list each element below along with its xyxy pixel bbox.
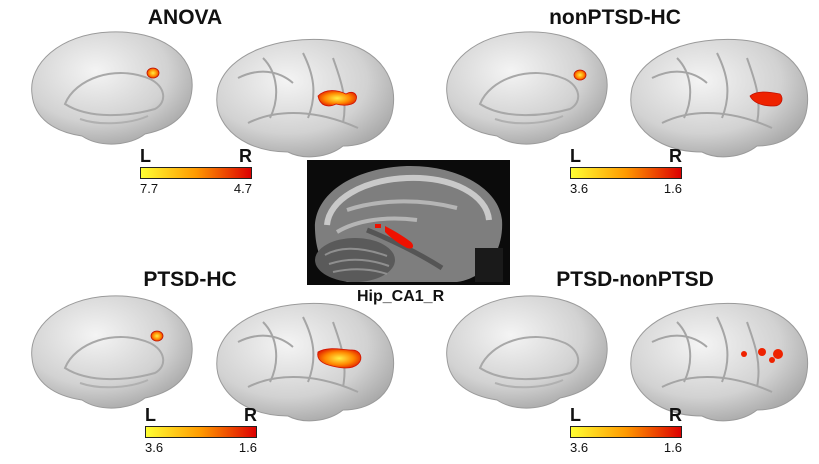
right-hemisphere-label: R [669,146,682,166]
colorbar-min-label: 7.7 [140,181,159,196]
colorbar-max-label: 4.7 [233,181,252,196]
colorbar-max-label: 1.6 [663,440,682,455]
colorbar-gradient [570,167,682,179]
lateral-brain-surface [216,302,395,422]
lateral-brain-surface [630,302,809,422]
medial-brain-surface [446,295,608,409]
colorbar-min-label: 3.6 [145,440,164,455]
panel-title: nonPTSD-HC [549,6,681,29]
colorbar-gradient [570,426,682,438]
panel-title: ANOVA [147,6,223,29]
colorbar: L R 3.6 1.6 [145,405,257,455]
colorbar-min-label: 3.6 [570,181,589,196]
colorbar-min-label: 3.6 [570,440,589,455]
right-hemisphere-label: R [669,405,682,425]
colorbar-gradient [140,167,252,179]
right-hemisphere-label: R [239,146,252,166]
sagittal-mri-slice [307,160,510,285]
right-hemisphere-label: R [244,405,257,425]
medial-brain-surface [446,31,608,145]
medial-brain-surface [31,31,193,145]
panel-title: PTSD-HC [143,268,237,291]
colorbar-gradient [145,426,257,438]
panel-title: PTSD-nonPTSD [556,268,714,291]
left-hemisphere-label: L [570,146,581,166]
center-slice-label: Hip_CA1_R [357,288,445,305]
left-hemisphere-label: L [140,146,151,166]
lateral-brain-surface [216,38,395,158]
medial-brain-surface [31,295,193,409]
lateral-brain-surface [630,38,809,158]
left-hemisphere-label: L [145,405,156,425]
left-hemisphere-label: L [570,405,581,425]
colorbar-max-label: 1.6 [238,440,257,455]
colorbar: L R 7.7 4.7 [140,146,252,196]
colorbar: L R 3.6 1.6 [570,146,682,196]
colorbar: L R 3.6 1.6 [570,405,682,455]
colorbar-max-label: 1.6 [663,181,682,196]
